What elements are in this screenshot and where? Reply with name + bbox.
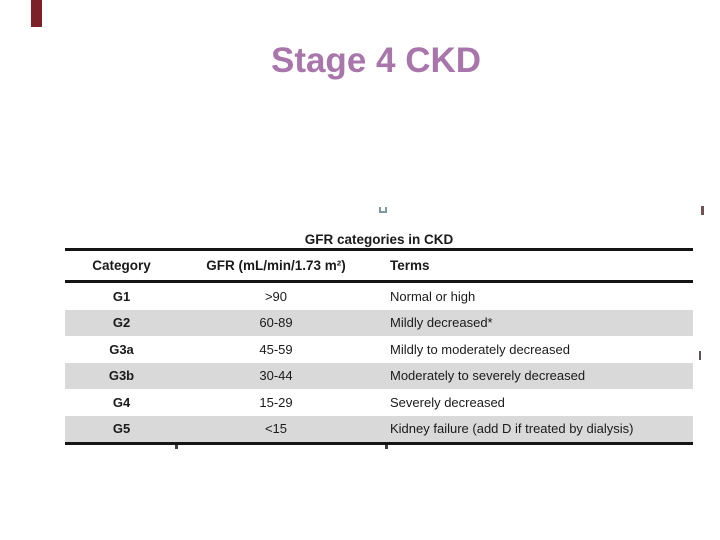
table-header-row: Category GFR (mL/min/1.73 m²) Terms (65, 251, 693, 280)
cell-gfr: 30-44 (259, 368, 293, 384)
table-caption: GFR categories in CKD (304, 232, 454, 247)
table-header-rule (65, 280, 693, 283)
edge-artifact-mark-2 (699, 351, 701, 360)
table-body: G1 >90 Normal or high G2 60-89 Mildly de… (65, 283, 693, 449)
cell-gfr: >90 (264, 288, 288, 304)
table-row-g2: G2 60-89 Mildly decreased* (65, 309, 693, 336)
cell-gfr: 15-29 (259, 394, 293, 410)
cell-category: G5 (112, 421, 131, 437)
cell-category: G3a (109, 341, 134, 357)
cell-gfr: 60-89 (259, 315, 293, 331)
cell-category: G4 (112, 394, 131, 410)
edge-artifact-mark-1 (701, 206, 704, 215)
cell-category: G2 (112, 315, 131, 331)
corner-accent-bar (31, 0, 42, 27)
table-bottom-rule (65, 442, 693, 445)
table-row-g1: G1 >90 Normal or high (65, 283, 693, 310)
table-top-rule (65, 248, 693, 251)
cell-gfr: 45-59 (259, 341, 293, 357)
cell-category: G1 (112, 288, 131, 304)
table-row-g5: G5 <15 Kidney failure (add D if treated … (65, 415, 693, 442)
cell-terms: Mildly decreased* (390, 315, 493, 331)
placeholder-square-icon (379, 207, 387, 213)
column-header-gfr: GFR (mL/min/1.73 m²) (206, 258, 346, 273)
column-header-category: Category (92, 258, 151, 273)
column-divider-tick-2 (385, 445, 388, 449)
table-row-g3a: G3a 45-59 Mildly to moderately decreased (65, 336, 693, 363)
cell-terms: Normal or high (390, 288, 476, 304)
cell-terms: Moderately to severely decreased (390, 368, 586, 384)
cell-terms: Kidney failure (add D if treated by dial… (390, 421, 634, 437)
column-header-terms: Terms (390, 258, 430, 273)
gfr-categories-table: GFR categories in CKD Category GFR (mL/m… (65, 231, 693, 449)
table-row-g3b: G3b 30-44 Moderately to severely decreas… (65, 362, 693, 389)
cell-terms: Mildly to moderately decreased (390, 341, 570, 357)
cell-terms: Severely decreased (390, 394, 505, 410)
cell-gfr: <15 (264, 421, 288, 437)
slide-title: Stage 4 CKD (270, 41, 482, 80)
cell-category: G3b (108, 368, 135, 384)
table-row-g4: G4 15-29 Severely decreased (65, 389, 693, 416)
column-divider-tick-1 (175, 445, 178, 449)
